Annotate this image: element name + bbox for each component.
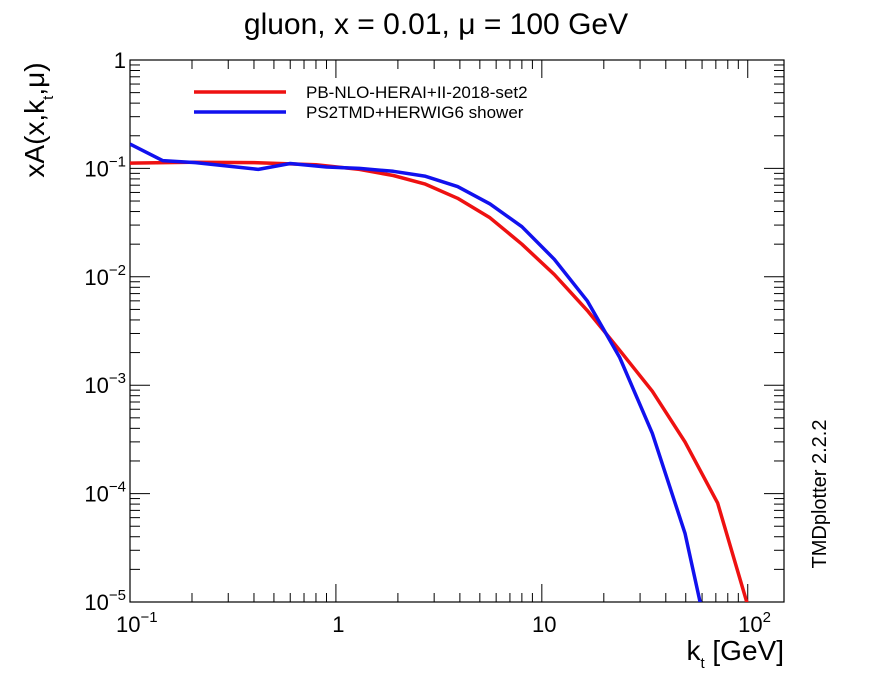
legend-label-1: PB-NLO-HERAI+II-2018-set2: [306, 83, 528, 102]
y-tick-label: 10−2: [84, 262, 126, 290]
x-tick-label: 1: [332, 612, 344, 637]
y-tick-label: 10−1: [84, 153, 126, 181]
x-tick-label: 10: [532, 612, 556, 637]
series-line-2: [130, 142, 702, 602]
legend-label-2: PS2TMD+HERWIG6 shower: [306, 103, 524, 122]
y-tick-label: 10−3: [84, 370, 126, 398]
plot-frame: [129, 59, 785, 603]
axis-ticks: [129, 59, 784, 603]
chart-title: gluon, x = 0.01, μ = 100 GeV: [244, 8, 628, 41]
series-layer: [130, 142, 749, 602]
x-tick-label: 102: [738, 609, 771, 637]
tick-labels: 10−1 1 10 102 1 10−1 10−2 10−3 10−4 10−5: [84, 48, 771, 637]
tmdplotter-version-label: TMDplotter 2.2.2: [809, 420, 831, 569]
y-tick-label: 10−5: [84, 587, 126, 615]
y-tick-label: 1: [114, 48, 126, 73]
series-line-1: [130, 160, 749, 602]
y-axis-label: xA(x,kt,μ): [19, 62, 57, 177]
x-axis-label: kt [GeV]: [686, 635, 784, 672]
legend: PB-NLO-HERAI+II-2018-set2PS2TMD+HERWIG6 …: [194, 83, 528, 122]
x-tick-label: 10−1: [116, 609, 158, 637]
y-tick-label: 10−4: [84, 479, 126, 507]
